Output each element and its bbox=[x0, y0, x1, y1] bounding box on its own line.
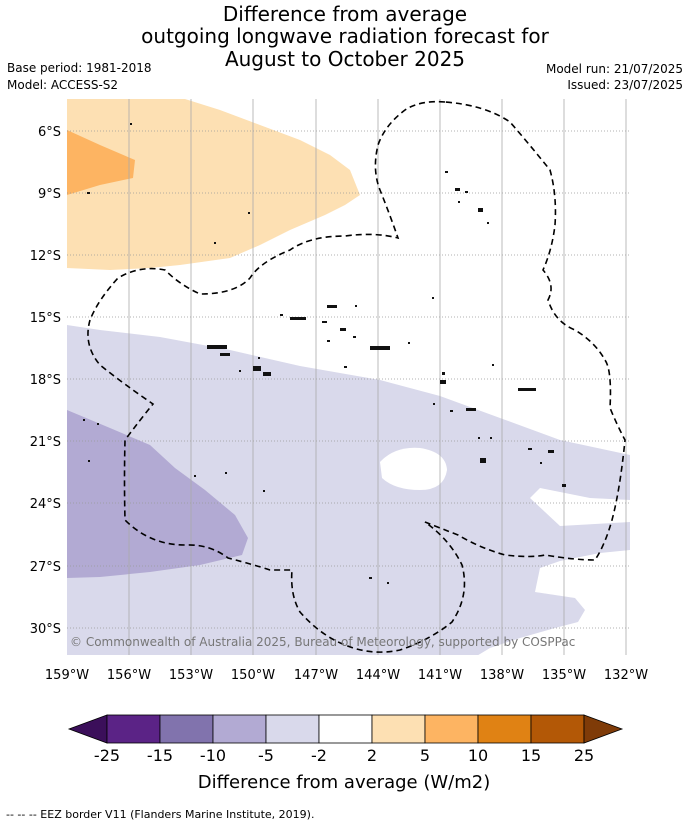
colorbar-segment bbox=[424, 714, 479, 744]
colorbar-tick-label: -10 bbox=[200, 746, 226, 765]
colorbar-tick-label: -2 bbox=[311, 746, 327, 765]
lat-label: 15°S bbox=[30, 311, 61, 326]
colorbar-extend-min bbox=[67, 714, 108, 744]
colorbar-tick-label: 5 bbox=[420, 746, 430, 765]
colorbar-segment bbox=[265, 714, 320, 744]
colorbar-segment bbox=[371, 714, 426, 744]
colorbar-segment bbox=[159, 714, 214, 744]
lat-label: 6°S bbox=[38, 125, 61, 140]
lat-label: 24°S bbox=[30, 497, 61, 512]
title-line-2: outgoing longwave radiation forecast for bbox=[141, 24, 549, 48]
latitude-labels: 6°S 9°S 12°S 15°S 18°S 21°S 24°S 27°S 30… bbox=[30, 125, 61, 637]
eez-legend: -- -- -- EEZ border V11 (Flanders Marine… bbox=[6, 808, 315, 821]
near-normal-patch bbox=[380, 447, 447, 490]
colorbar-segment bbox=[318, 714, 373, 744]
anomaly-region-plus-2 bbox=[67, 99, 360, 270]
colorbar-tick-label: -15 bbox=[147, 746, 173, 765]
colorbar-tick-label: 25 bbox=[574, 746, 594, 765]
colorbar-tick-label: 15 bbox=[521, 746, 541, 765]
lon-label: 150°W bbox=[231, 668, 275, 683]
anomaly-region-minus-5 bbox=[67, 410, 248, 578]
base-period: Base period: 1981-2018 bbox=[7, 61, 152, 75]
colorbar-segment bbox=[106, 714, 161, 744]
colorbar: -25 -15 -10 -5 -2 2 5 10 15 25 Difference from av… bbox=[67, 714, 624, 793]
copyright-notice: © Commonwealth of Australia 2025, Bureau… bbox=[70, 635, 575, 649]
lat-label: 18°S bbox=[30, 373, 61, 388]
title-line-3: August to October 2025 bbox=[224, 47, 466, 71]
colorbar-segment bbox=[477, 714, 532, 744]
colorbar-extend-max bbox=[583, 714, 624, 744]
anomaly-region-plus-5 bbox=[67, 130, 135, 195]
anomaly-region-minus-2 bbox=[67, 325, 630, 655]
colorbar-segment bbox=[530, 714, 585, 744]
longitude-gridlines bbox=[128, 99, 627, 655]
islands bbox=[83, 123, 566, 584]
lat-label: 27°S bbox=[30, 560, 61, 575]
title-line-1: Difference from average bbox=[222, 2, 468, 26]
lon-label: 141°W bbox=[418, 668, 462, 683]
colorbar-tick-label: -5 bbox=[258, 746, 274, 765]
lon-label: 159°W bbox=[45, 668, 89, 683]
lon-label: 132°W bbox=[604, 668, 648, 683]
colorbar-segment bbox=[212, 714, 267, 744]
longitude-labels: 159°W 156°W 153°W 150°W 147°W 144°W 141°… bbox=[45, 668, 648, 683]
lon-label: 138°W bbox=[480, 668, 524, 683]
eez-border bbox=[87, 100, 626, 653]
lon-label: 135°W bbox=[542, 668, 586, 683]
lat-label: 12°S bbox=[30, 249, 61, 264]
colorbar-tick-label: -25 bbox=[94, 746, 120, 765]
lon-label: 153°W bbox=[169, 668, 213, 683]
model-name: Model: ACCESS-S2 bbox=[7, 78, 119, 92]
colorbar-tick-label: 10 bbox=[468, 746, 488, 765]
latitude-gridlines bbox=[67, 130, 630, 629]
lat-label: 21°S bbox=[30, 435, 61, 450]
lat-label: 9°S bbox=[38, 187, 61, 202]
model-run: Model run: 21/07/2025 bbox=[545, 62, 683, 76]
colorbar-label: Difference from average (W/m2) bbox=[198, 772, 490, 793]
issued-date: Issued: 23/07/2025 bbox=[567, 78, 683, 92]
lat-label: 30°S bbox=[30, 622, 61, 637]
lon-label: 144°W bbox=[356, 668, 400, 683]
lon-label: 156°W bbox=[107, 668, 151, 683]
colorbar-tick-label: 2 bbox=[367, 746, 377, 765]
anomaly-field bbox=[67, 99, 630, 655]
lon-label: 147°W bbox=[294, 668, 338, 683]
